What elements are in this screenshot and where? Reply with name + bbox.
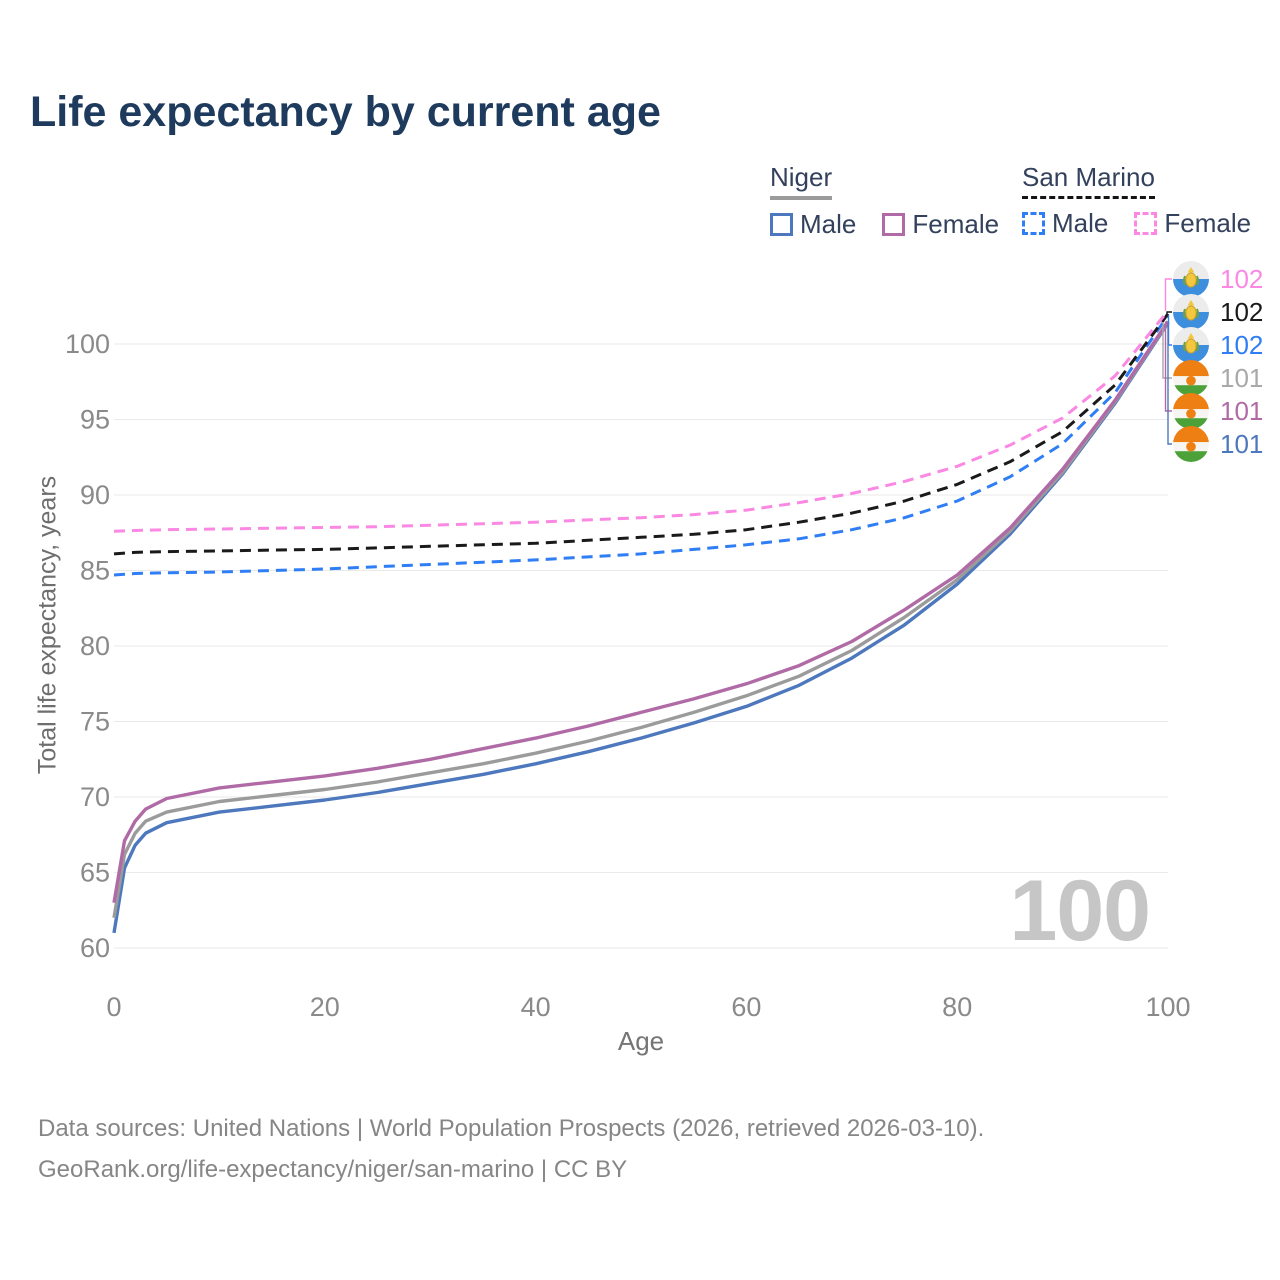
x-tick-label-40: 40 <box>521 992 551 1022</box>
y-tick-label-65: 65 <box>80 858 110 888</box>
y-tick-label-85: 85 <box>80 556 110 586</box>
legend-country-san-marino[interactable]: San Marino <box>1022 162 1155 199</box>
series-line-niger-male[interactable] <box>112 321 1170 934</box>
footer-line-2: GeoRank.org/life-expectancy/niger/san-ma… <box>38 1156 628 1183</box>
x-tick-label-60: 60 <box>731 992 761 1022</box>
end-label-connector-3 <box>1162 322 1172 379</box>
niger-flag-icon <box>1173 360 1209 396</box>
y-tick-label-95: 95 <box>80 405 110 435</box>
series-line-niger-female[interactable] <box>112 320 1170 903</box>
y-tick-label-100: 100 <box>65 329 110 359</box>
y-tick-label-60: 60 <box>80 933 110 963</box>
san-marino-flag-icon <box>1173 261 1209 297</box>
end-label-connector-5 <box>1167 322 1172 445</box>
page-title: Life expectancy by current age <box>30 88 661 136</box>
x-tick-label-100: 100 <box>1145 992 1190 1022</box>
legend-label-niger-female: Female <box>912 209 1000 239</box>
legend-item-san-marino-female[interactable]: Female <box>1134 208 1251 239</box>
end-value-label-0: 102 <box>1220 264 1263 294</box>
end-label-connector-2 <box>1167 315 1172 346</box>
legend-country-niger[interactable]: Niger <box>770 162 833 200</box>
legend-group-niger: Niger Male Female <box>770 162 999 240</box>
end-value-label-1: 102 <box>1220 297 1263 327</box>
age-counter-watermark: 100 <box>1009 863 1151 959</box>
legend-label-san-marino-female: Female <box>1164 208 1252 238</box>
end-value-label-3: 101 <box>1220 363 1263 393</box>
legend-label-san-marino-male: Male <box>1052 208 1109 238</box>
legend-row-niger: Male Female <box>770 209 999 240</box>
end-label-connector-4 <box>1164 321 1172 412</box>
niger-flag-icon <box>1173 426 1209 462</box>
y-tick-label-70: 70 <box>80 782 110 812</box>
series-line-niger-both-sexes[interactable] <box>112 321 1170 919</box>
data-sources-footer: Data sources: United Nations | World Pop… <box>38 1108 984 1190</box>
legend-row-san-marino: Male Female <box>1022 208 1251 239</box>
san-marino-male-swatch-icon <box>1022 212 1045 235</box>
niger-male-swatch-icon <box>770 213 793 236</box>
end-label-connector-1 <box>1166 311 1172 314</box>
x-tick-label-80: 80 <box>942 992 972 1022</box>
san-marino-female-swatch-icon <box>1134 212 1158 235</box>
niger-female-swatch-icon <box>882 213 906 236</box>
end-value-label-5: 101 <box>1220 429 1263 459</box>
san-marino-flag-icon <box>1173 294 1209 330</box>
end-value-label-2: 102 <box>1220 330 1263 360</box>
x-axis-title: Age <box>618 1026 664 1056</box>
san-marino-flag-icon <box>1173 327 1209 363</box>
x-tick-label-0: 0 <box>106 992 121 1022</box>
legend-item-san-marino-male[interactable]: Male <box>1022 208 1108 239</box>
x-tick-label-20: 20 <box>310 992 340 1022</box>
legend-group-san-marino: San Marino Male Female <box>1022 162 1251 239</box>
end-label-connector-0 <box>1164 278 1172 311</box>
legend-label-niger-male: Male <box>800 209 857 239</box>
niger-flag-icon <box>1173 393 1209 429</box>
legend-item-niger-male[interactable]: Male <box>770 209 856 240</box>
end-value-label-4: 101 <box>1220 396 1263 426</box>
y-tick-label-75: 75 <box>80 707 110 737</box>
footer-line-1: Data sources: United Nations | World Pop… <box>38 1115 985 1142</box>
legend-item-niger-female[interactable]: Female <box>882 209 999 240</box>
y-tick-label-90: 90 <box>80 480 110 510</box>
y-tick-label-80: 80 <box>80 631 110 661</box>
